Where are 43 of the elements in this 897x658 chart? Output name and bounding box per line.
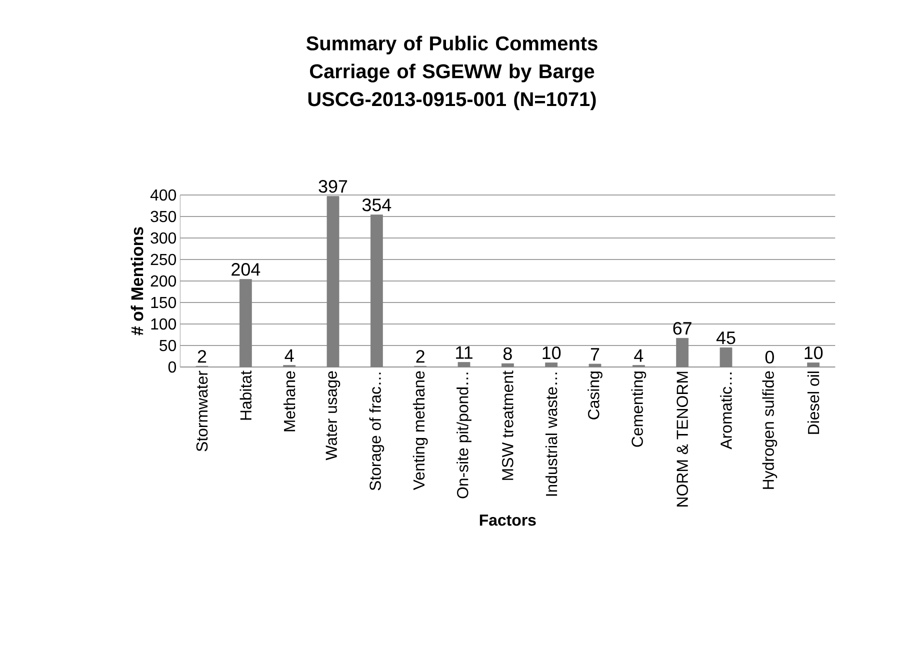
data-label: 10 <box>542 346 561 360</box>
data-label: 11 <box>456 346 472 359</box>
x-tick-label: Methane <box>283 371 296 432</box>
x-tick-label: Water usage <box>326 371 340 460</box>
y-tick-label: 300 <box>150 232 176 244</box>
data-label: 204 <box>232 263 260 276</box>
y-tick-label: 150 <box>151 296 176 308</box>
data-label: 0 <box>765 350 774 364</box>
x-tick-label: Storage of frac… <box>369 372 384 490</box>
y-tick-label: 250 <box>150 254 176 266</box>
data-label: 4 <box>284 349 294 362</box>
x-tick-label: Diesel oil <box>807 372 820 434</box>
data-label: 8 <box>503 347 512 360</box>
chart-subtitle: USCG-2013-0915-001 (N=1071) <box>308 92 596 110</box>
x-tick-label: Stormwater <box>196 370 208 452</box>
x-tick-label: Venting methane <box>412 371 428 490</box>
x-tick-label: Hydrogen sulfide <box>762 371 778 489</box>
x-tick-label: Aromatic… <box>720 372 732 450</box>
chart-title: Summary of Public Comments Carriage of SGEWW by Barge <box>306 36 598 82</box>
data-label: 2 <box>416 350 424 363</box>
y-tick-label: 50 <box>160 340 176 352</box>
data-label: 45 <box>716 332 736 344</box>
x-tick-label: MSW treatment <box>502 370 514 480</box>
y-tick-label: 200 <box>150 275 176 287</box>
y-axis-title: # of Mentions <box>130 227 144 336</box>
y-tick-label: 350 <box>150 210 176 222</box>
y-tick-label: 100 <box>151 318 176 330</box>
x-tick-label: On-site pit/pond… <box>456 372 472 498</box>
x-tick-label: Cementing <box>631 372 646 447</box>
x-axis-title: Factors <box>480 514 536 526</box>
data-label: 4 <box>634 349 644 362</box>
data-label: 354 <box>362 198 392 212</box>
x-tick-label: Industrial waste… <box>545 372 558 496</box>
x-tick-label: NORM & TENORM <box>676 372 688 506</box>
x-tick-label: Casing <box>588 372 602 420</box>
data-label: 2 <box>198 350 206 363</box>
data-label: 67 <box>673 322 692 335</box>
data-label: 397 <box>318 180 348 193</box>
data-label: 10 <box>804 346 823 360</box>
data-label: 7 <box>590 348 600 360</box>
y-tick-label: 400 <box>150 189 176 201</box>
x-tick-label: Habitat <box>240 370 252 420</box>
y-tick-label: 0 <box>168 361 176 373</box>
